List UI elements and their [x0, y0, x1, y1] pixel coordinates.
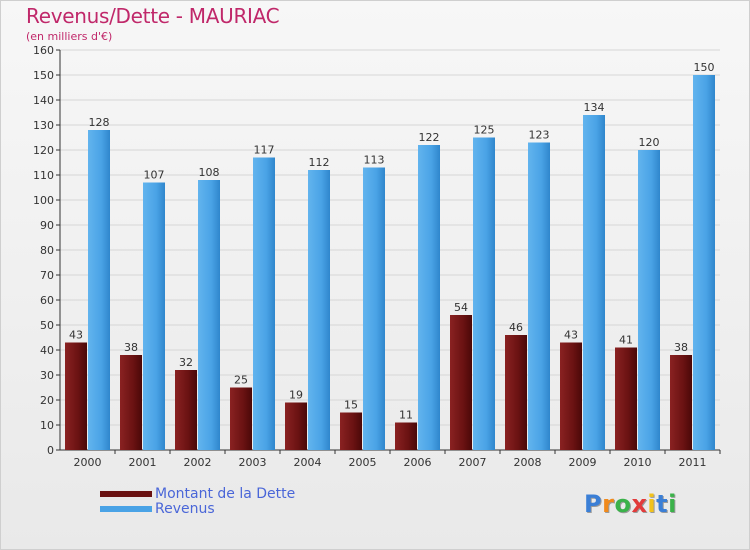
x-tick-label: 2007 [459, 456, 487, 469]
chart-subtitle: (en milliers d'€) [26, 30, 113, 43]
grid-lines [60, 49, 720, 451]
x-tick-label: 2008 [514, 456, 542, 469]
data-label-debt: 19 [289, 389, 303, 402]
legend-swatch-debt [100, 491, 152, 497]
data-label-debt: 25 [234, 374, 248, 387]
bar-debt [120, 355, 142, 450]
data-label-revenue: 108 [199, 166, 220, 179]
data-label-debt: 43 [69, 329, 83, 342]
data-label-debt: 15 [344, 399, 358, 412]
y-tick-label: 150 [33, 69, 54, 82]
x-tick-label: 2009 [569, 456, 597, 469]
data-label-revenue: 113 [364, 154, 385, 167]
bar-revenue [88, 130, 110, 450]
y-tick-label: 50 [40, 319, 54, 332]
y-tick-label: 80 [40, 244, 54, 257]
bar-revenue [253, 157, 275, 450]
bar-revenue [528, 142, 550, 450]
logo-letter: t [656, 490, 669, 518]
x-tick-label: 2002 [184, 456, 212, 469]
bar-debt [285, 402, 307, 450]
x-tick-label: 2011 [679, 456, 707, 469]
bar-revenue [418, 145, 440, 450]
y-tick-label: 160 [33, 44, 54, 57]
data-label-debt: 11 [399, 409, 413, 422]
y-tick-label: 30 [40, 369, 54, 382]
y-tick-label: 60 [40, 294, 54, 307]
data-label-debt: 46 [509, 321, 523, 334]
logo-letter: x [631, 490, 648, 518]
y-tick-label: 110 [33, 169, 54, 182]
data-label-revenue: 120 [639, 136, 660, 149]
bar-debt [615, 347, 637, 450]
x-tick-label: 2001 [129, 456, 157, 469]
data-label-debt: 54 [454, 301, 468, 314]
bar-debt [450, 315, 472, 450]
y-tick-label: 40 [40, 344, 54, 357]
data-label-revenue: 150 [694, 61, 715, 74]
data-label-revenue: 122 [419, 131, 440, 144]
bar-debt [670, 355, 692, 450]
data-label-revenue: 112 [309, 156, 330, 169]
logo-letter: P [584, 490, 603, 518]
bar-revenue [583, 115, 605, 450]
data-label-revenue: 107 [144, 169, 165, 182]
bar-debt [175, 370, 197, 450]
y-tick-label: 10 [40, 419, 54, 432]
data-label-debt: 43 [564, 329, 578, 342]
bar-revenue [143, 182, 165, 450]
logo-letter: o [614, 490, 632, 518]
y-tick-label: 120 [33, 144, 54, 157]
legend-swatch-revenue [100, 506, 152, 512]
data-label-debt: 32 [179, 356, 193, 369]
chart-title: Revenus/Dette - MAURIAC [26, 4, 280, 28]
bars [65, 75, 715, 450]
bar-debt [395, 422, 417, 450]
data-label-revenue: 117 [254, 144, 275, 157]
x-tick-label: 2004 [294, 456, 322, 469]
bar-revenue [693, 75, 715, 450]
x-tick-label: 2006 [404, 456, 432, 469]
data-label-revenue: 125 [474, 124, 495, 137]
legend-label-revenue: Revenus [155, 501, 215, 517]
x-tick-label: 2000 [74, 456, 102, 469]
bar-revenue [363, 167, 385, 450]
data-labels: 43 128 38 107 32 108 25 117 19 112 15 113 11 122 54 125… [69, 61, 715, 422]
legend-label-debt: Montant de la Dette [155, 486, 296, 502]
y-tick-label: 0 [47, 444, 54, 457]
y-tick-label: 130 [33, 119, 54, 132]
logo-letter: i [668, 490, 677, 518]
y-tick-label: 140 [33, 94, 54, 107]
x-tick-label: 2003 [239, 456, 267, 469]
bar-debt [230, 387, 252, 450]
data-label-revenue: 123 [529, 129, 550, 142]
bar-revenue [638, 150, 660, 450]
data-label-debt: 38 [124, 341, 138, 354]
data-label-revenue: 134 [584, 101, 605, 114]
y-tick-label: 70 [40, 269, 54, 282]
y-tick-label: 90 [40, 219, 54, 232]
logo-letter: i [647, 490, 657, 518]
proxiti-logo: Proxiti [584, 490, 677, 518]
bar-debt [505, 335, 527, 450]
x-tick-label: 2005 [349, 456, 377, 469]
data-label-debt: 41 [619, 334, 633, 347]
data-label-debt: 38 [674, 341, 688, 354]
bar-debt [65, 342, 87, 450]
bar-debt [340, 412, 362, 450]
data-label-revenue: 128 [89, 116, 110, 129]
bar-revenue [198, 180, 220, 450]
bar-revenue [308, 170, 330, 450]
bar-revenue [473, 137, 495, 450]
bar-debt [560, 342, 582, 450]
x-tick-label: 2010 [624, 456, 652, 469]
logo-letter: r [602, 490, 615, 518]
axes: 0 10 20 30 40 50 60 70 80 90 100 110 120 130 140 150 160… [33, 44, 721, 469]
y-tick-label: 20 [40, 394, 54, 407]
y-tick-label: 100 [33, 194, 54, 207]
